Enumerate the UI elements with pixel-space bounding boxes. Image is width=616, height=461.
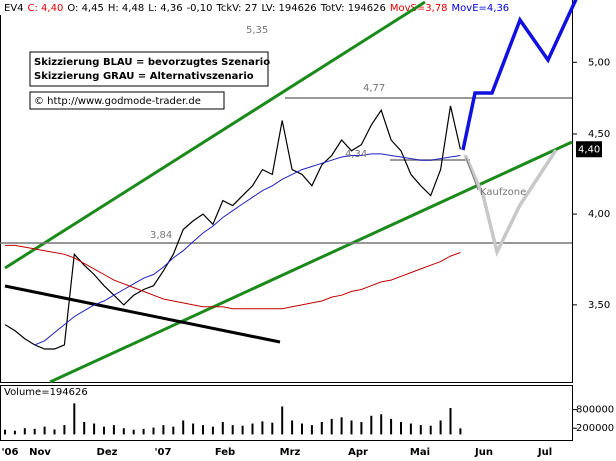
annotation: 5,35 [246,25,268,36]
x-tick-label: Nov [29,447,51,458]
channel-upper [4,0,426,270]
blue-scenario [461,0,578,151]
volume-bar [221,422,224,435]
buy-zone-pointer [465,157,479,191]
volume-bar [182,420,185,435]
volume-bar [202,425,204,435]
x-tick-label: Jul [537,447,552,458]
volume-bar [360,422,363,435]
header-item: MovS=3,78 [390,3,448,14]
x-tick-label: Mai [410,447,430,458]
volume-bar [370,415,373,435]
channel-lower [49,140,573,384]
x-tick-label: Dez [97,447,118,458]
header: EV4 C: 4,40 O: 4,45 H: 4,48 L: 4,36 -0,10 TckV… [4,3,509,14]
annotation: 4,34 [345,149,367,160]
legend-text: Skizzierung GRAU = Alternativszenario [34,71,254,82]
volume-bar [459,428,462,435]
volume-bar [112,425,115,435]
volume-bar [4,429,6,435]
header-item: MovE=4,36 [452,3,510,14]
last-price-box [576,141,602,158]
annotation: 4,77 [363,83,385,94]
volume-bar [251,423,254,435]
volume-bar [301,423,303,435]
volume-bar [53,429,56,435]
header-bar [0,0,572,15]
volume-bar [211,426,214,435]
volume-bar [231,425,234,435]
volume-bar [281,406,284,435]
header-item: H: 4,48 [108,3,144,14]
volume-bar [33,428,36,435]
volume-bar [409,423,412,435]
copyright: © http://www.godmode-trader.de [34,96,201,107]
annotation: 3,84 [150,230,172,241]
volume-bar [419,425,422,435]
y-tick-label: 200000 [576,423,614,434]
x-tick-label: Mrz [280,447,301,458]
volume-bar [400,422,402,435]
annotation: Kaufzone [480,187,526,198]
y-tick-label: 3,50 [588,300,610,311]
x-tick-label: '06 [2,447,19,458]
series-line [34,153,461,346]
volume-bar [439,420,442,435]
legend-text: Skizzierung BLAU = bevorzugtes Szenario [34,57,270,68]
volume-bar [172,426,175,435]
header-item: C: 4,40 [28,3,64,14]
volume-bar [449,408,452,435]
volume-bar [261,421,264,435]
volume-bar [63,425,66,435]
x-tick-label: Feb [215,447,235,458]
y-tick-label: 800000 [576,405,614,416]
volume-title: Volume=194626 [4,387,88,398]
volume-bar [429,425,432,435]
y-tick-label: 5,00 [588,57,610,68]
volume-bar [83,422,86,435]
volume-bar [122,428,125,435]
x-tick-label: Apr [348,447,368,458]
volume-bar [152,427,155,435]
downtrend-line [4,284,281,344]
volume-bar [340,417,343,435]
volume-bar [241,425,244,435]
volume-bar [271,422,274,435]
x-tick-label: Jun [474,447,493,458]
series-line [5,244,461,310]
volume-bar [162,425,165,435]
header-item: EV4 [4,3,24,14]
volume-bar [73,403,76,435]
header-item: TotV: 194626 [320,3,386,14]
volume-bar [192,423,195,435]
header-item: O: 4,45 [67,3,104,14]
x-tick-label: '07 [155,447,172,458]
last-price-label: 4,40 [578,144,600,155]
volume-bar [330,418,333,435]
volume-frame [0,385,573,441]
header-item: LV: 194626 [261,3,316,14]
volume-bar [310,425,313,435]
volume-bar [380,414,383,435]
header-item: L: 4,36 [148,3,182,14]
y-tick-label: 4,50 [588,129,610,140]
volume-bar [23,428,26,435]
volume-bar [103,426,105,435]
volume-bar [142,428,145,435]
volume-bar [320,422,323,435]
y-tick-label: 4,00 [588,209,610,220]
volume-bar [132,429,135,435]
header-item: -0,10 [187,3,213,14]
legend-box [29,51,269,87]
volume-bar [43,426,46,435]
header-item: TckV: 27 [215,3,257,14]
volume-bar [93,423,96,435]
volume-bar [291,420,294,435]
volume-bar [13,430,16,435]
copyright-box [29,91,225,110]
volume-bar [350,420,353,435]
volume-bar [390,418,393,435]
gray-scenario [463,149,558,258]
